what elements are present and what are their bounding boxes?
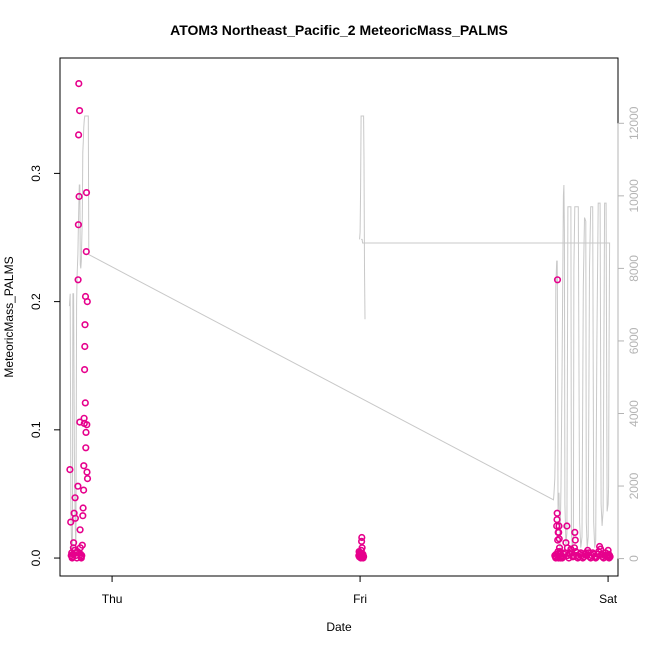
line-series-0 bbox=[68, 115, 611, 552]
y-tick-label: 0.1 bbox=[29, 421, 43, 438]
x-axis: Thu Fri Sat bbox=[102, 575, 618, 606]
data-point bbox=[82, 248, 90, 256]
x-tick-label: Sat bbox=[599, 592, 618, 606]
data-point bbox=[69, 539, 78, 547]
right-axis-series bbox=[68, 115, 611, 552]
right-tick-label: 8000 bbox=[627, 255, 641, 282]
data-point bbox=[358, 533, 366, 542]
data-point bbox=[83, 421, 91, 429]
data-point bbox=[66, 466, 74, 474]
data-point bbox=[83, 475, 92, 483]
data-point bbox=[82, 428, 90, 437]
right-tick-label: 10000 bbox=[627, 179, 641, 213]
data-point bbox=[71, 514, 79, 522]
chart-title: ATOM3 Northeast_Pacific_2 MeteoricMass_P… bbox=[170, 22, 508, 38]
data-point bbox=[74, 276, 82, 284]
data-point bbox=[78, 541, 86, 549]
data-point bbox=[555, 535, 563, 543]
data-point bbox=[83, 468, 91, 476]
data-point bbox=[75, 79, 83, 88]
data-point bbox=[74, 221, 82, 229]
scatter-series bbox=[66, 79, 614, 562]
data-point bbox=[76, 526, 84, 534]
data-point bbox=[81, 321, 89, 329]
data-point bbox=[79, 512, 87, 520]
right-tick-label: 4000 bbox=[627, 400, 641, 427]
data-point bbox=[83, 298, 91, 306]
right-tick-label: 2000 bbox=[627, 472, 641, 499]
right-tick-label: 6000 bbox=[627, 327, 641, 354]
y-tick-label: 0.3 bbox=[29, 165, 43, 182]
y-tick-label: 0.0 bbox=[29, 549, 43, 566]
data-point bbox=[563, 544, 572, 552]
data-point bbox=[75, 106, 84, 115]
x-tick-label: Fri bbox=[353, 592, 367, 606]
data-point bbox=[563, 522, 571, 530]
line-series-1 bbox=[359, 115, 366, 320]
data-point bbox=[75, 192, 83, 201]
right-tick-label: 12000 bbox=[627, 106, 641, 140]
data-point bbox=[360, 553, 368, 561]
data-point bbox=[67, 518, 75, 526]
data-point bbox=[74, 131, 83, 139]
data-point bbox=[553, 276, 562, 284]
data-point bbox=[74, 482, 82, 490]
right-tick-label: 0 bbox=[627, 555, 641, 562]
data-point bbox=[358, 544, 366, 552]
data-point bbox=[358, 537, 366, 546]
data-point bbox=[571, 536, 579, 544]
data-point bbox=[82, 444, 90, 452]
right-axis: 0 2000 4000 6000 8000 10000 12000 bbox=[617, 106, 641, 562]
y-tick-label: 0.2 bbox=[29, 293, 43, 310]
y-axis-label: MeteoricMass_PALMS bbox=[2, 256, 16, 377]
data-point bbox=[553, 522, 561, 530]
data-point bbox=[79, 504, 87, 512]
plot-frame bbox=[59, 57, 619, 577]
x-axis-label: Date bbox=[326, 620, 352, 634]
data-point bbox=[606, 553, 614, 561]
data-point bbox=[555, 528, 563, 537]
data-point bbox=[80, 462, 88, 470]
data-point bbox=[81, 342, 89, 351]
data-point bbox=[79, 486, 88, 494]
data-point bbox=[570, 544, 579, 552]
data-point bbox=[553, 509, 561, 517]
data-point bbox=[71, 494, 79, 502]
data-point bbox=[555, 522, 563, 530]
data-point bbox=[81, 399, 89, 407]
data-point bbox=[78, 551, 86, 560]
data-point bbox=[553, 515, 561, 524]
data-point bbox=[80, 366, 89, 374]
x-tick-label: Thu bbox=[102, 592, 123, 606]
y-axis: 0.0 0.1 0.2 0.3 bbox=[29, 165, 61, 566]
data-point bbox=[571, 528, 579, 537]
data-point bbox=[82, 189, 91, 197]
